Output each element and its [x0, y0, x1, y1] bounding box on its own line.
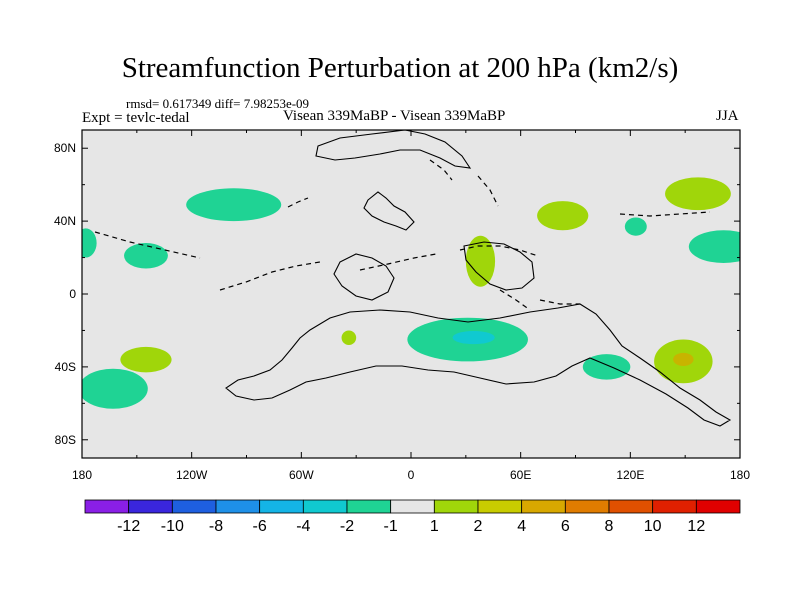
anomaly-negative-12 — [688, 230, 740, 264]
colorbar-swatch — [390, 499, 435, 514]
colorbar: -12 -10 -8 -6 -4 -2 -1 1 2 4 6 8 10 12 — [84, 499, 741, 535]
colorbar-label: -8 — [209, 518, 223, 535]
season-label: JJA — [716, 108, 739, 124]
lon-tick-label: 120W — [176, 468, 208, 482]
anomaly-negative-10 — [624, 217, 647, 236]
lat-tick-label: 80N — [54, 141, 76, 155]
comparison-subtitle: Visean 339MaBP - Visean 339MaBP — [283, 108, 506, 124]
anomaly-negative-1 — [186, 188, 282, 222]
anomaly-negative-2 — [82, 228, 97, 258]
colorbar-swatch — [84, 499, 130, 514]
lat-tick-label: 0 — [69, 287, 76, 301]
dashed-coast-7 — [477, 175, 499, 207]
colorbar-label: -1 — [384, 518, 398, 535]
colorbar-label: 1 — [430, 518, 439, 535]
colorbar-label: 8 — [605, 518, 614, 535]
experiment-label: Expt = tevlc-tedal — [82, 110, 190, 126]
colorbar-label: 6 — [561, 518, 570, 535]
paleo-coast-dashes — [94, 159, 711, 311]
rmsd-diff-stats: rmsd= 0.617349 diff= 7.98253e-09 — [126, 96, 310, 111]
colorbar-label: 4 — [517, 518, 526, 535]
colorbar-label: -4 — [296, 518, 310, 535]
colorbar-swatch — [652, 499, 697, 514]
colorbar-label: 12 — [687, 518, 705, 535]
dashed-coast-4 — [359, 253, 437, 271]
colorbar-label: -6 — [253, 518, 267, 535]
dashed-coast-5 — [459, 245, 539, 257]
lon-tick-label: 60W — [289, 468, 314, 482]
colorbar-label: -10 — [161, 518, 184, 535]
anomaly-positive-11 — [665, 177, 731, 211]
colorbar-swatch — [521, 499, 566, 514]
colorbar-swatch — [564, 499, 610, 514]
coastline-gondwana — [225, 303, 732, 427]
anomaly-positive-4 — [120, 346, 172, 373]
dashed-coast-1 — [287, 197, 309, 208]
lat-tick-label: 40S — [55, 360, 76, 374]
coastline-subequatorial — [333, 253, 395, 301]
colorbar-swatch — [128, 499, 173, 514]
coastlines — [225, 130, 732, 427]
longitude-axis: 180 120W 60W 0 60E 120E 180 — [72, 130, 750, 482]
lon-tick-label: 180 — [72, 468, 92, 482]
colorbar-swatch — [346, 499, 392, 514]
anomaly-core-14 — [673, 352, 694, 366]
anomaly-negative-3 — [124, 242, 168, 269]
colorbar-label: 2 — [474, 518, 483, 535]
dashed-coast-10 — [539, 299, 580, 305]
map-title: Streamfunction Perturbation at 200 hPa (… — [121, 52, 679, 84]
map-background — [82, 130, 740, 458]
anomaly-contours — [82, 177, 740, 409]
colorbar-swatch — [171, 499, 217, 514]
lon-tick-label: 120E — [616, 468, 644, 482]
lon-tick-label: 180 — [730, 468, 750, 482]
colorbar-swatch — [695, 499, 741, 514]
lat-tick-label: 40N — [54, 214, 76, 228]
colorbar-swatch — [433, 499, 479, 514]
anomaly-positive-6 — [341, 330, 357, 346]
lon-tick-label: 60E — [510, 468, 531, 482]
dashed-coast-8 — [619, 211, 711, 217]
colorbar-label: -2 — [340, 518, 354, 535]
colorbar-label: 10 — [644, 518, 662, 535]
anomaly-positive-8 — [465, 235, 496, 287]
anomaly-negative-5 — [82, 368, 148, 409]
dashed-coast-3 — [219, 261, 321, 291]
colorbar-swatch — [302, 499, 348, 514]
coastline-east-landmass — [463, 241, 535, 291]
dashed-coast-9 — [499, 289, 531, 311]
colorbar-swatch — [608, 499, 654, 514]
coastline-northern-mid — [363, 191, 415, 231]
lon-tick-label: 0 — [408, 468, 415, 482]
dashed-coast-2 — [94, 231, 201, 259]
colorbar-label: -12 — [117, 518, 140, 535]
coastline-north-pole — [315, 130, 472, 169]
lat-tick-label: 80S — [55, 433, 76, 447]
anomaly-core-7 — [452, 330, 495, 345]
anomaly-positive-9 — [537, 201, 589, 231]
colorbar-swatch — [215, 499, 261, 514]
latitude-axis: 80N 40N 0 40S 80S — [54, 141, 740, 447]
colorbar-swatch — [259, 499, 304, 514]
colorbar-swatch — [477, 499, 523, 514]
